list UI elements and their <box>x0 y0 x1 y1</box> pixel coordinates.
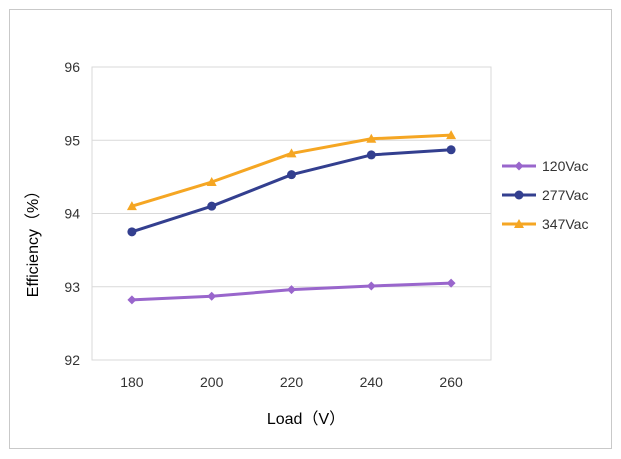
data-point <box>127 295 137 305</box>
series-347Vac <box>126 130 457 211</box>
data-point <box>446 145 456 155</box>
data-point <box>207 291 217 301</box>
y-tick-label: 95 <box>64 132 80 148</box>
data-point <box>126 201 137 211</box>
x-tick-label: 200 <box>200 374 224 390</box>
data-point <box>287 285 296 295</box>
x-tick-label: 240 <box>360 374 384 390</box>
series-lines <box>126 130 457 305</box>
x-tick-label: 220 <box>280 374 304 390</box>
legend-marker <box>514 219 524 228</box>
legend-marker <box>514 161 524 171</box>
data-point <box>446 278 456 288</box>
y-tick-label: 94 <box>64 206 80 222</box>
data-point <box>206 177 217 187</box>
data-point <box>286 148 297 158</box>
data-point <box>287 170 296 180</box>
legend-label: 347Vac <box>542 216 588 232</box>
y-tick-labels: 92 93 94 95 96 <box>64 59 80 368</box>
data-point <box>366 150 376 160</box>
data-point <box>366 133 377 143</box>
legend-item: 347Vac <box>502 216 588 232</box>
y-axis-title: Efficiency（%） <box>24 183 42 297</box>
legend-marker <box>514 190 524 200</box>
data-point <box>366 281 376 291</box>
x-tick-label: 180 <box>120 374 144 390</box>
data-point <box>446 130 457 140</box>
data-point <box>207 201 217 211</box>
legend-label: 120Vac <box>542 158 588 174</box>
x-tick-label: 260 <box>439 374 463 390</box>
gridlines <box>92 139 491 288</box>
y-tick-label: 93 <box>64 279 80 295</box>
x-tick-labels: 180 200 220 240 260 <box>120 374 463 390</box>
legend: 120Vac 277Vac 347Vac <box>502 158 588 232</box>
chart-frame <box>9 9 612 449</box>
legend-item: 277Vac <box>502 187 588 203</box>
y-tick-label: 92 <box>64 352 80 368</box>
y-tick-label: 96 <box>64 59 80 75</box>
legend-item: 120Vac <box>502 158 588 174</box>
series-120Vac <box>127 278 456 305</box>
x-axis-title: Load（V） <box>267 410 345 428</box>
data-point <box>127 227 137 237</box>
series-277Vac <box>127 145 456 237</box>
legend-label: 277Vac <box>542 187 588 203</box>
